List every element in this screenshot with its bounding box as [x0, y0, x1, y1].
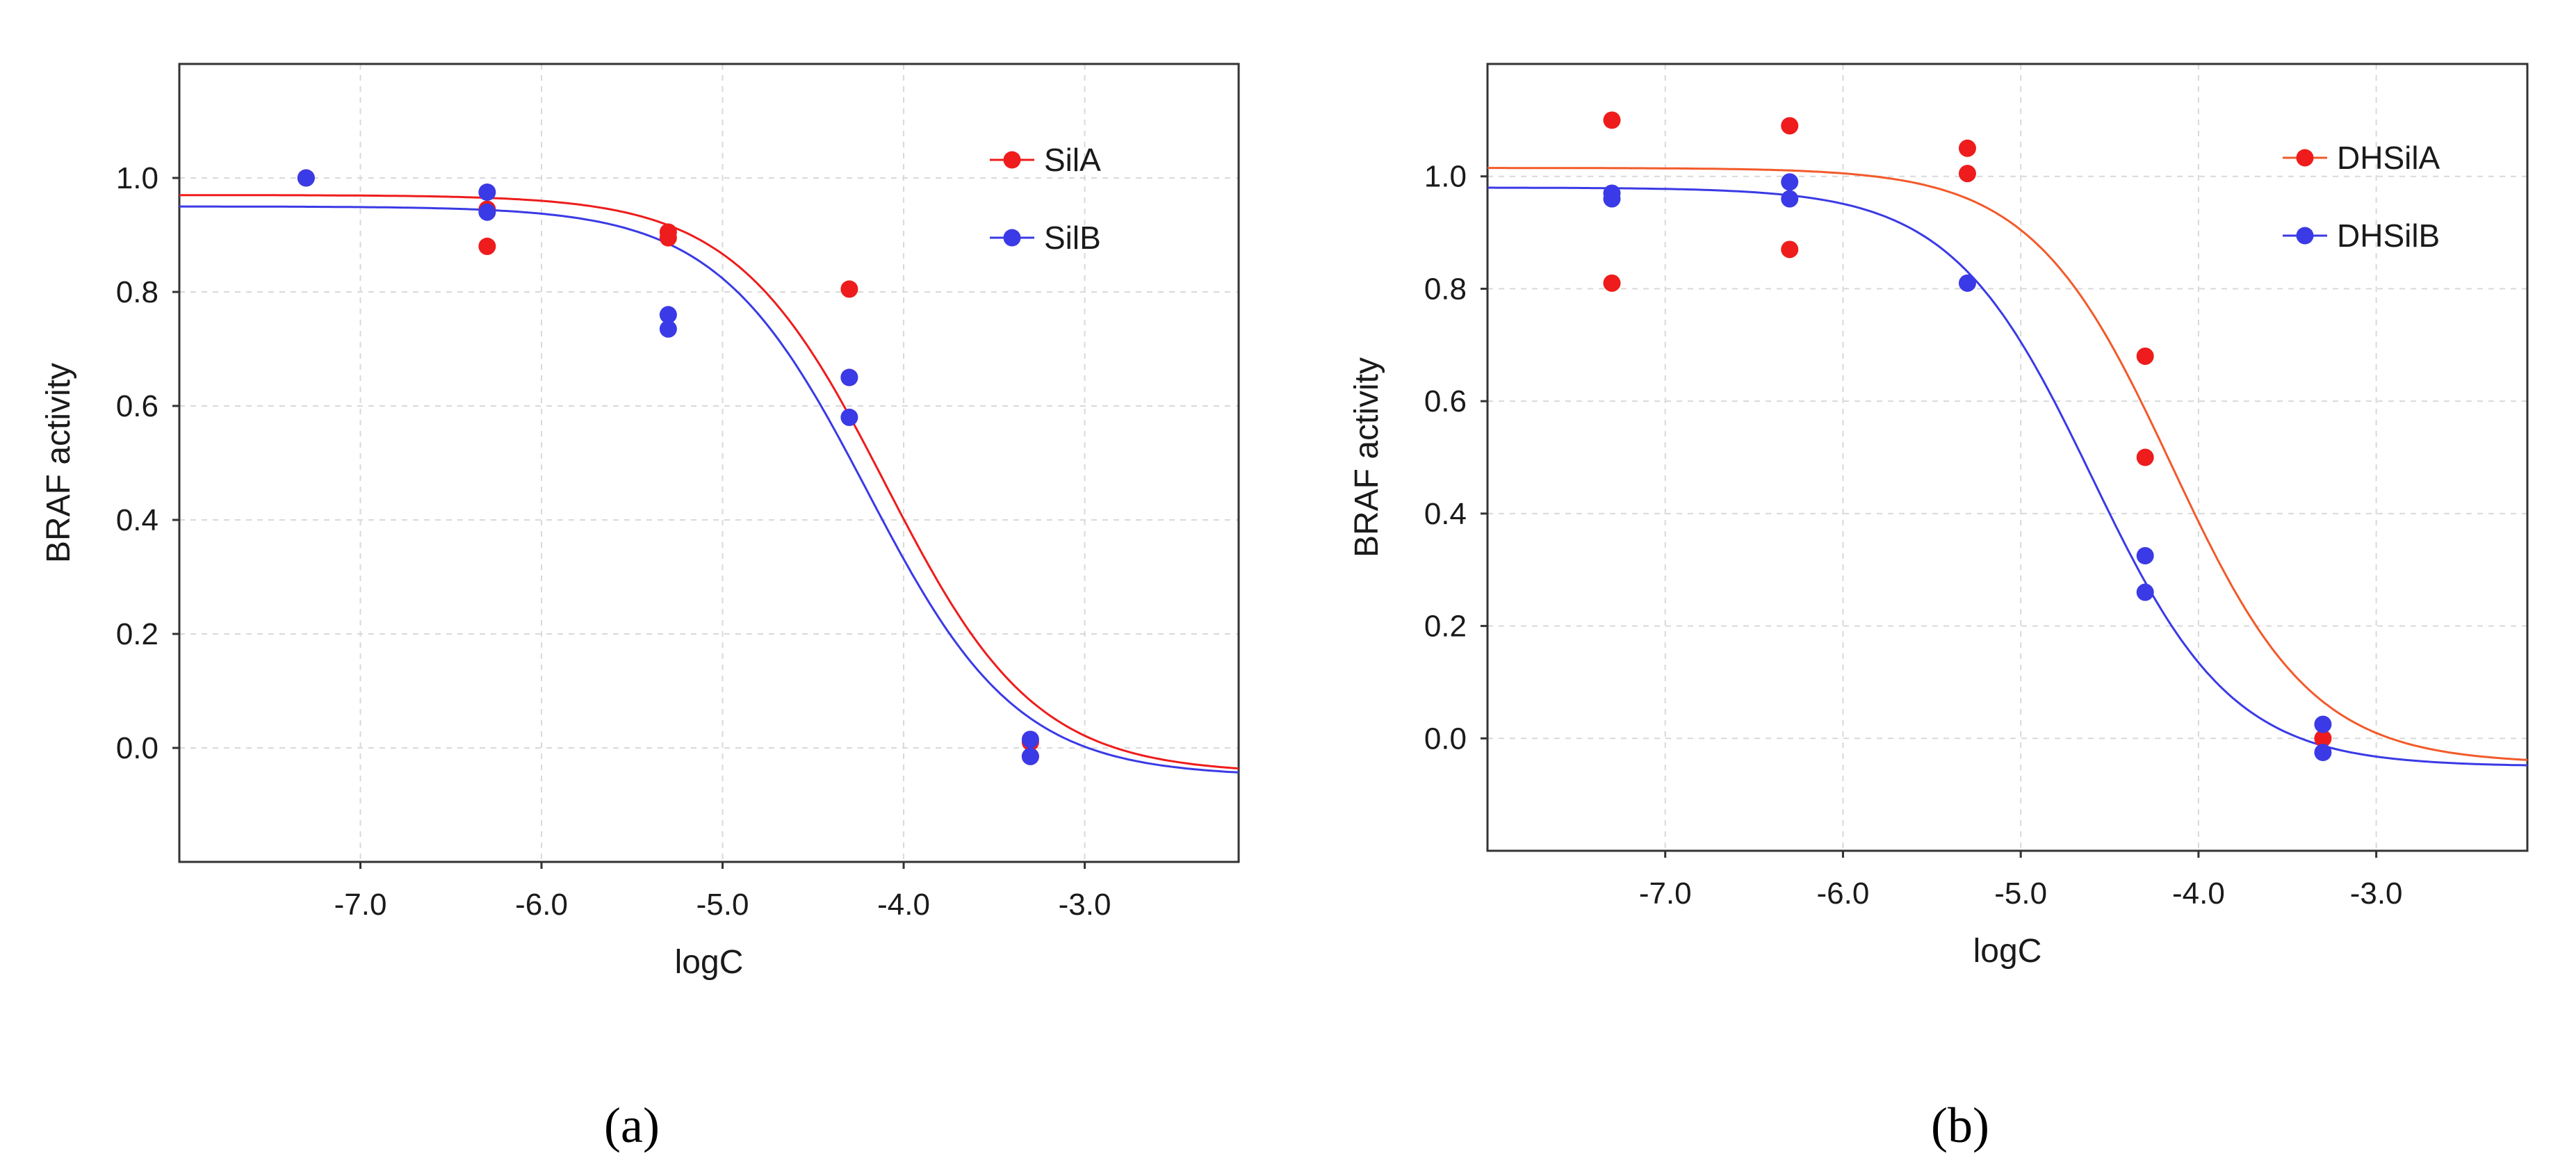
data-point-SilB — [1021, 747, 1039, 765]
x-tick-label: -6.0 — [1817, 877, 1870, 911]
data-point-DHSilA — [2314, 729, 2332, 747]
data-point-DHSilA — [1958, 139, 1976, 157]
data-point-SilB — [1021, 731, 1039, 749]
data-point-SilB — [659, 320, 677, 338]
data-point-DHSilB — [2136, 547, 2154, 564]
data-point-DHSilA — [2136, 448, 2154, 466]
data-point-DHSilB — [1603, 190, 1621, 208]
data-point-SilB — [659, 306, 677, 324]
legend-marker-DHSilB — [2296, 227, 2314, 245]
y-tick-label: 0.6 — [116, 389, 158, 423]
panel-label-b: (b) — [1931, 1098, 1989, 1153]
data-point-SilB — [297, 169, 315, 187]
chart-panel-b: -7.0 -6.0 -5.0 -4.0 -3.0 0.0 0.2 0.4 0.6 0.8 1.0 lo… — [1348, 63, 2529, 970]
data-point-DHSilA — [1781, 117, 1799, 135]
x-axis-label: logC — [675, 944, 744, 981]
fit-curve-DHSilA — [1487, 167, 2528, 761]
data-point-DHSilB — [1958, 274, 1976, 292]
fit-curve-SilA — [179, 194, 1239, 769]
x-tick-label: -6.0 — [515, 888, 568, 922]
data-point-SilB — [478, 184, 496, 201]
legend-marker-DHSilA — [2296, 149, 2314, 167]
data-point-DHSilA — [1603, 111, 1621, 129]
legend-marker-SilB — [1003, 229, 1021, 247]
legend-label-SilB: SilB — [1044, 220, 1101, 256]
data-point-DHSilA — [1603, 274, 1621, 292]
data-point-SilA — [840, 280, 858, 298]
y-tick-label: 0.2 — [116, 617, 158, 651]
y-tick-label: 0.4 — [116, 503, 158, 537]
y-tick-label: 0.4 — [1424, 497, 1467, 531]
y-tick-label: 0.0 — [1424, 721, 1467, 756]
x-tick-label: -7.0 — [1639, 877, 1692, 911]
legend-label-DHSilA: DHSilA — [2337, 140, 2440, 176]
data-point-SilB — [840, 408, 858, 426]
x-tick-label: -4.0 — [2172, 877, 2225, 911]
x-tick-label: -7.0 — [334, 888, 387, 922]
data-point-DHSilB — [2314, 744, 2332, 761]
fit-curve-DHSilB — [1487, 186, 2528, 767]
chart-panel-a: -7.0 -6.0 -5.0 -4.0 -3.0 0.0 0.2 0.4 0.6 0.8 1.0 lo… — [40, 63, 1240, 981]
x-tick-label: -3.0 — [2350, 877, 2403, 911]
x-tick-label: -4.0 — [877, 888, 930, 922]
y-tick-label: 1.0 — [1424, 160, 1467, 194]
x-tick-label: -5.0 — [1994, 877, 2047, 911]
legend-marker-SilA — [1003, 151, 1021, 169]
plot-frame — [1486, 63, 2529, 852]
data-point-DHSilB — [2314, 715, 2332, 733]
data-point-DHSilB — [1781, 173, 1799, 191]
y-tick-label: 0.2 — [1424, 610, 1467, 644]
data-point-DHSilA — [1781, 240, 1799, 259]
y-axis-label: BRAF activity — [1348, 357, 1385, 557]
data-point-DHSilA — [2136, 347, 2154, 365]
data-point-DHSilB — [1781, 190, 1799, 208]
data-point-SilB — [840, 368, 858, 386]
x-tick-label: -5.0 — [696, 888, 749, 922]
legend-label-DHSilB: DHSilB — [2337, 218, 2440, 254]
plot-frame — [178, 63, 1240, 863]
y-axis-label: BRAF activity — [40, 363, 77, 563]
data-point-DHSilB — [2136, 583, 2154, 601]
y-tick-label: 1.0 — [116, 161, 158, 195]
x-axis-label: logC — [1973, 933, 2042, 970]
data-point-SilA — [659, 229, 677, 247]
y-tick-label: 0.8 — [1424, 272, 1467, 306]
y-tick-label: 0.6 — [1424, 384, 1467, 418]
panel-label-a: (a) — [604, 1098, 660, 1153]
fit-curve-SilB — [179, 205, 1239, 774]
data-point-SilA — [478, 237, 496, 255]
legend-label-SilA: SilA — [1044, 142, 1101, 178]
data-point-SilB — [478, 203, 496, 221]
x-tick-label: -3.0 — [1059, 888, 1111, 922]
data-point-DHSilA — [1958, 165, 1976, 183]
y-tick-label: 0.0 — [116, 731, 158, 765]
y-tick-label: 0.8 — [116, 275, 158, 309]
